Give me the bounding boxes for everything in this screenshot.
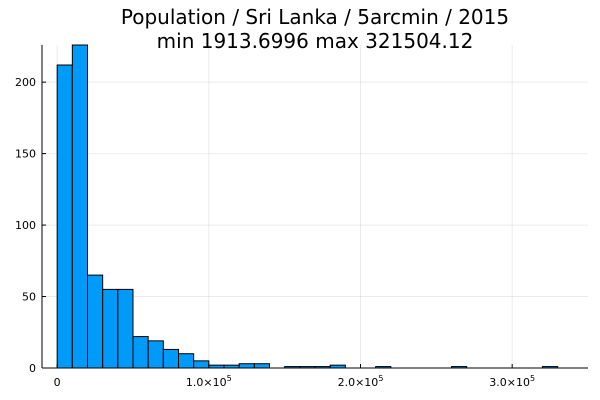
histogram-bar-1 [71,44,89,369]
y-tick-label-0: 0 [29,362,36,375]
x-tick-label-1: 1.0×105 [186,374,232,389]
histogram-bar-2 [87,274,104,369]
histogram-bar-3 [102,288,119,369]
axis-ticks: 0 50 100 150 200 0 1.0×105 2.0×105 3.0×105 [15,76,535,389]
chart-subtitle: min 1913.6996 max 321504.12 [157,29,474,53]
histogram-bar-9 [193,360,210,369]
histogram-bar-5 [132,336,149,369]
y-tick-label-3: 150 [15,148,36,161]
histogram-bar-12 [238,363,255,369]
y-tick-label-2: 100 [15,219,36,232]
axes [41,45,588,369]
histogram-bar-8 [178,353,195,369]
x-tick-label-3: 3.0×105 [489,374,535,389]
y-tick-label-1: 50 [22,291,36,304]
x-tick-label-0: 0 [54,376,61,389]
histogram-bar-13 [253,363,270,369]
histogram-bar-4 [117,288,134,369]
histogram-bars [56,44,559,369]
histogram-bar-7 [162,348,179,369]
chart-title: Population / Sri Lanka / 5arcmin / 2015 [121,5,509,29]
y-tick-label-4: 200 [15,76,36,89]
histogram-bar-0 [56,64,73,369]
x-tick-label-2: 2.0×105 [338,374,384,389]
histogram-bar-6 [147,340,164,369]
